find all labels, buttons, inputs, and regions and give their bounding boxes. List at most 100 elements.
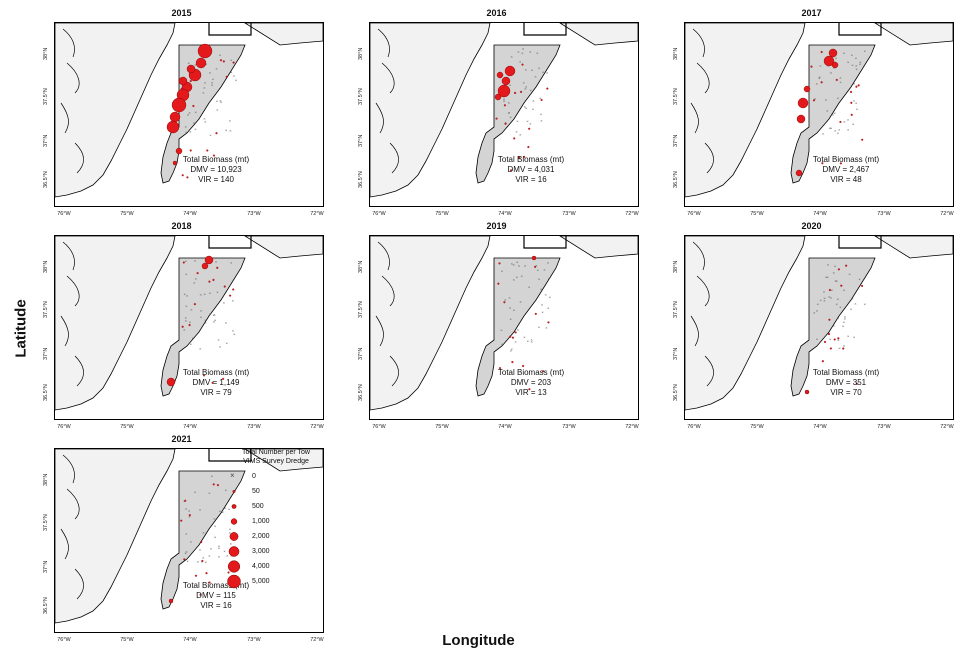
y-tick-label: 38°N <box>358 260 364 273</box>
zero-catch-marker: × <box>508 100 511 105</box>
zero-catch-marker: × <box>847 127 850 132</box>
zero-catch-marker: × <box>214 317 217 322</box>
zero-catch-marker: × <box>214 535 217 540</box>
zero-catch-marker: × <box>213 319 216 324</box>
y-tick-label: 37.5°N <box>358 88 364 105</box>
x-tick-label: 72°W <box>940 424 954 430</box>
biomass-dmv: DMV = 10,923 <box>190 165 242 174</box>
zero-catch-marker: × <box>511 261 514 266</box>
map-frame: ×××××××××××××××××××××××××××××××××××××××× <box>684 235 954 420</box>
catch-dot-small <box>232 61 235 64</box>
catch-circle <box>531 255 537 261</box>
catch-circle <box>496 71 504 79</box>
panel-year-title: 2015 <box>171 8 192 18</box>
catch-dot-small <box>196 272 199 275</box>
zero-catch-marker: × <box>186 293 189 298</box>
catch-circle-icon <box>224 574 244 589</box>
catch-dot-small <box>225 75 228 78</box>
catch-dot-small <box>511 336 514 339</box>
zero-catch-marker: × <box>235 78 238 83</box>
y-tick-label: 38°N <box>43 47 49 60</box>
zero-catch-marker: × <box>830 70 833 75</box>
catch-dot-small <box>232 288 235 291</box>
zero-catch-marker: × <box>232 298 235 303</box>
catch-dot-small <box>855 382 858 385</box>
zero-catch-marker: × <box>835 55 838 60</box>
zero-catch-marker: × <box>834 278 837 283</box>
catch-dot-small <box>540 98 543 102</box>
zero-catch-marker: × <box>510 54 513 59</box>
zero-catch-marker: × <box>228 507 231 512</box>
catch-dot-small <box>812 99 816 102</box>
legend-item-label: 4,000 <box>252 563 270 570</box>
catch-circle <box>168 598 174 604</box>
zero-catch-marker: × <box>536 50 539 55</box>
legend-item: 1,000 <box>216 514 336 529</box>
zero-catch-marker: × <box>833 110 836 115</box>
map-panel-2015: 2015××××××××××××××××××××××××××××××××××××… <box>40 8 324 217</box>
zero-catch-marker: × <box>529 87 532 92</box>
legend-item-label: 5,000 <box>252 578 270 585</box>
zero-catch-marker: × <box>864 49 867 54</box>
zero-catch-marker: × <box>859 60 862 65</box>
catch-dot-small <box>829 347 832 350</box>
catch-dot-small <box>821 162 824 165</box>
catch-dot-small <box>229 294 232 297</box>
bay-shoreline <box>375 28 399 174</box>
map-frame: ×××××××××××××××××××××××××××××××××××××××× <box>54 448 324 633</box>
zero-catch-marker: × <box>530 339 533 344</box>
y-tick-label: 37.5°N <box>673 301 679 318</box>
zero-catch-marker: × <box>858 277 861 282</box>
zero-catch-marker: × <box>522 46 525 51</box>
catch-dot-small <box>201 559 204 562</box>
x-tick-label: 74°W <box>183 211 197 217</box>
zero-catch-marker: × <box>501 341 504 346</box>
panel-year-title: 2017 <box>801 8 822 18</box>
legend-title: Total Number per Tow VIMS Survey Dredge <box>216 448 336 466</box>
x-axis-label: Longitude <box>442 632 515 649</box>
zero-catch-marker: × <box>204 318 207 323</box>
zero-catch-marker: × <box>517 49 520 54</box>
zero-catch-marker: × <box>839 79 842 84</box>
catch-circle-icon <box>224 559 244 574</box>
inset-box <box>838 23 882 36</box>
catch-dot-small <box>850 90 853 93</box>
zero-catch-marker: × <box>511 347 514 352</box>
catch-dot-small <box>503 301 506 304</box>
y-tick-label: 37°N <box>43 347 49 360</box>
zero-catch-marker: × <box>843 51 846 56</box>
catch-dot-small <box>212 483 215 486</box>
zero-catch-marker: × <box>235 503 238 508</box>
zero-catch-marker: × <box>216 289 219 294</box>
catch-circle <box>175 147 183 155</box>
zero-catch-marker: × <box>199 507 202 512</box>
zero-catch-marker: × <box>513 308 516 313</box>
x-tick-label: 75°W <box>435 211 449 217</box>
zero-catch-marker: × <box>209 311 212 316</box>
bay-shoreline <box>690 241 714 387</box>
biomass-annotation: Total Biomass (mt) DMV = 4,031 VIR = 16 <box>476 155 586 185</box>
zero-catch-marker: × <box>194 62 197 67</box>
coastline-land <box>55 236 176 411</box>
zero-catch-marker: × <box>532 98 535 103</box>
zero-catch-marker: × <box>835 278 838 283</box>
zero-catch-marker: × <box>519 299 522 304</box>
y-tick-label: 38°N <box>358 47 364 60</box>
zero-catch-marker: × <box>200 292 203 297</box>
catch-dot-small <box>527 146 530 149</box>
x-tick-label: 74°W <box>183 637 197 643</box>
inset-box <box>208 449 252 462</box>
panel-year-title: 2020 <box>801 221 822 231</box>
catch-dot-small <box>857 84 860 87</box>
zero-catch-marker: × <box>184 315 187 320</box>
biomass-dmv: DMV = 4,031 <box>507 165 555 174</box>
catch-dot-small <box>205 572 208 575</box>
zero-catch-marker: × <box>229 530 232 535</box>
survey-area <box>160 470 246 610</box>
zero-catch-marker: × <box>223 548 226 553</box>
legend-item: 2,000 <box>216 529 336 544</box>
zero-catch-marker: × <box>838 127 841 132</box>
catch-circle <box>186 64 196 74</box>
zero-catch-marker: × <box>225 320 228 325</box>
